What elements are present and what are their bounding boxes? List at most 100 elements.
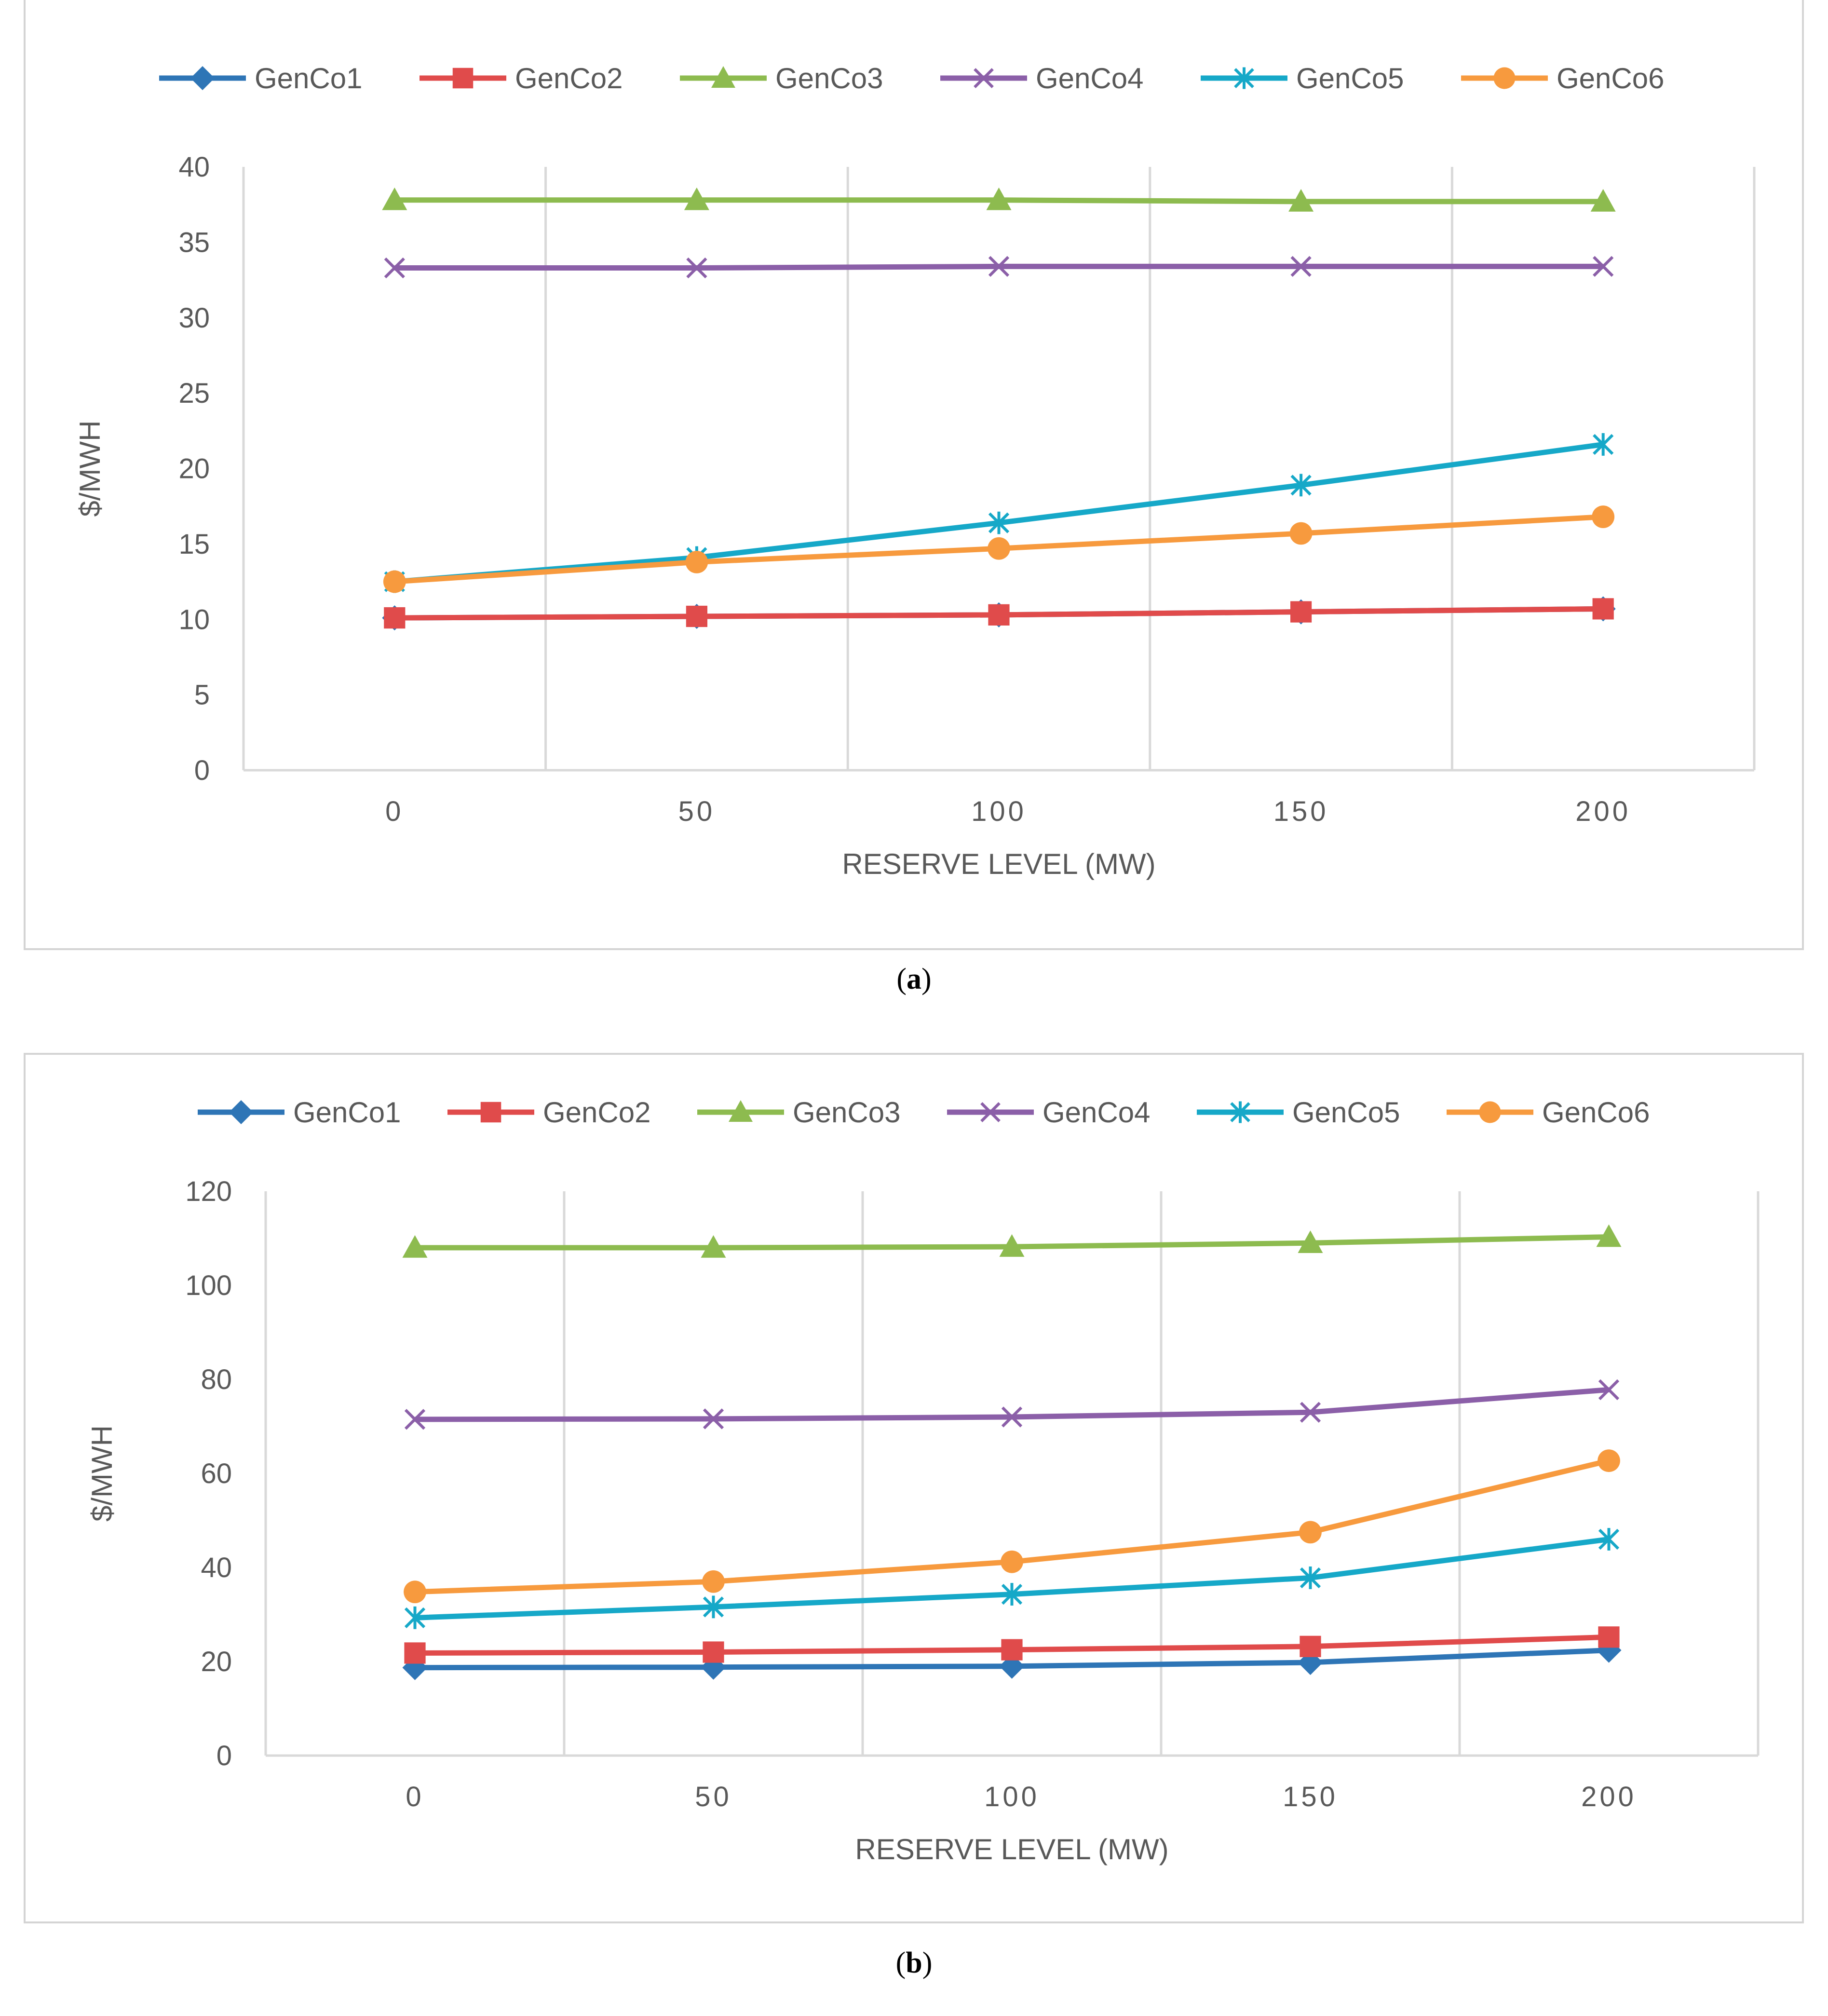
y-tick-label: 10 [178, 604, 210, 635]
legend-marker [729, 1100, 753, 1122]
data-point [1288, 189, 1314, 212]
legend-label: GenCo5 [1292, 1096, 1400, 1129]
legend-item: GenCo4 [947, 1096, 1150, 1129]
data-point [988, 511, 1010, 534]
y-tick-label: 120 [185, 1176, 232, 1207]
y-tick-label: 15 [178, 529, 210, 560]
y-tick-label: 40 [201, 1552, 232, 1583]
data-point [1290, 474, 1312, 497]
y-tick-label: 35 [178, 227, 210, 258]
series-genco4 [404, 1379, 1620, 1430]
legend-label: GenCo4 [1036, 62, 1143, 95]
data-point [1298, 1230, 1323, 1253]
gridlines [242, 167, 1756, 772]
chart-panel-a [24, 0, 1804, 950]
chart-b: 0 20 40 60 80 100 120 0 50 100 150 200 RESERVE LEVEL… [86, 1096, 1760, 1866]
data-point [382, 187, 407, 210]
series-group [402, 1224, 1622, 1680]
data-point [404, 1409, 426, 1430]
data-point [701, 1235, 726, 1258]
legend: GenCo1 GenCo2 GenCo3 GenCo4 GenCo5 GenCo6 [159, 62, 1664, 95]
legend-marker [190, 66, 215, 90]
series-genco3 [402, 1224, 1622, 1258]
legend-item: GenCo2 [447, 1096, 650, 1129]
data-point [404, 1580, 426, 1604]
legend-item: GenCo6 [1447, 1096, 1650, 1129]
data-point [1290, 601, 1312, 623]
legend-marker [1493, 67, 1516, 89]
x-tick-label: 150 [1273, 796, 1329, 827]
x-tick-label: 0 [385, 796, 404, 827]
data-point [1592, 598, 1614, 620]
legend-marker [1230, 1101, 1250, 1123]
legend-label: GenCo6 [1557, 62, 1664, 95]
x-tick-labels: 0 50 100 150 200 [406, 1781, 1634, 1812]
x-tick-label: 150 [1283, 1781, 1338, 1812]
data-point [686, 257, 707, 279]
data-point [988, 604, 1010, 626]
legend-item: GenCo4 [940, 62, 1143, 95]
legend-label: GenCo3 [793, 1096, 900, 1129]
data-point [684, 187, 709, 210]
y-tick-label: 80 [201, 1364, 232, 1395]
x-tick-label: 0 [406, 1781, 424, 1812]
y-tick-label: 5 [194, 680, 210, 711]
legend-label: GenCo1 [293, 1096, 401, 1129]
y-tick-label: 60 [201, 1458, 232, 1489]
data-point [1590, 189, 1616, 212]
x-tick-label: 200 [1575, 796, 1631, 827]
caption-b: (b) [895, 1947, 933, 1979]
data-point [384, 257, 405, 279]
data-point [1001, 1639, 1023, 1661]
data-point [703, 1408, 724, 1430]
series-line [415, 1387, 1609, 1422]
series-genco5 [404, 1528, 1620, 1629]
data-point [1290, 256, 1312, 277]
y-axis-title: $/MWH [74, 421, 106, 517]
x-tick-label: 100 [971, 796, 1027, 827]
legend-item: GenCo3 [680, 62, 883, 95]
data-point [1001, 1550, 1023, 1573]
data-point [1289, 522, 1313, 545]
legend-marker [229, 1100, 253, 1124]
y-axis-title: $/MWH [86, 1425, 118, 1522]
series-genco6 [383, 505, 1615, 593]
legend-label: GenCo6 [1542, 1096, 1650, 1129]
y-tick-label: 25 [178, 378, 210, 409]
y-tick-label: 0 [194, 755, 210, 786]
x-tick-labels: 0 50 100 150 200 [385, 796, 1631, 827]
data-point [384, 607, 406, 629]
gridlines [264, 1191, 1760, 1757]
data-point [1598, 1528, 1620, 1551]
data-point [702, 1570, 725, 1593]
data-point [988, 537, 1010, 560]
legend-marker [711, 66, 735, 88]
caption-a-letter: a [907, 963, 921, 995]
legend-label: GenCo5 [1296, 62, 1404, 95]
data-point [1001, 1583, 1023, 1606]
legend-label: GenCo2 [543, 1096, 650, 1129]
data-point [383, 570, 406, 593]
data-point [1598, 1379, 1620, 1401]
legend-marker [452, 68, 474, 89]
legend-item: GenCo1 [159, 62, 362, 95]
y-tick-label: 0 [217, 1740, 232, 1771]
legend-label: GenCo4 [1043, 1096, 1150, 1129]
y-tick-label: 20 [178, 453, 210, 485]
data-point [999, 1234, 1025, 1257]
legend-marker [480, 1102, 501, 1123]
legend: GenCo1 GenCo2 GenCo3 GenCo4 GenCo5 GenCo6 [198, 1096, 1650, 1129]
data-point [1593, 256, 1614, 277]
data-point [1001, 1406, 1023, 1428]
series-genco2 [384, 598, 1614, 629]
legend-marker [1479, 1101, 1501, 1123]
x-tick-label: 100 [984, 1781, 1040, 1812]
x-tick-label: 50 [678, 796, 716, 827]
data-point [1592, 505, 1615, 528]
chart-a: 0 5 10 15 20 25 30 35 40 0 50 100 150 200 RESERVE LEVE… [74, 62, 1756, 880]
legend-marker [1234, 67, 1254, 89]
y-tick-labels: 0 20 40 60 80 100 120 [185, 1176, 232, 1771]
legend-marker [980, 1102, 1001, 1122]
series-genco4 [384, 256, 1614, 279]
data-point [988, 256, 1010, 277]
